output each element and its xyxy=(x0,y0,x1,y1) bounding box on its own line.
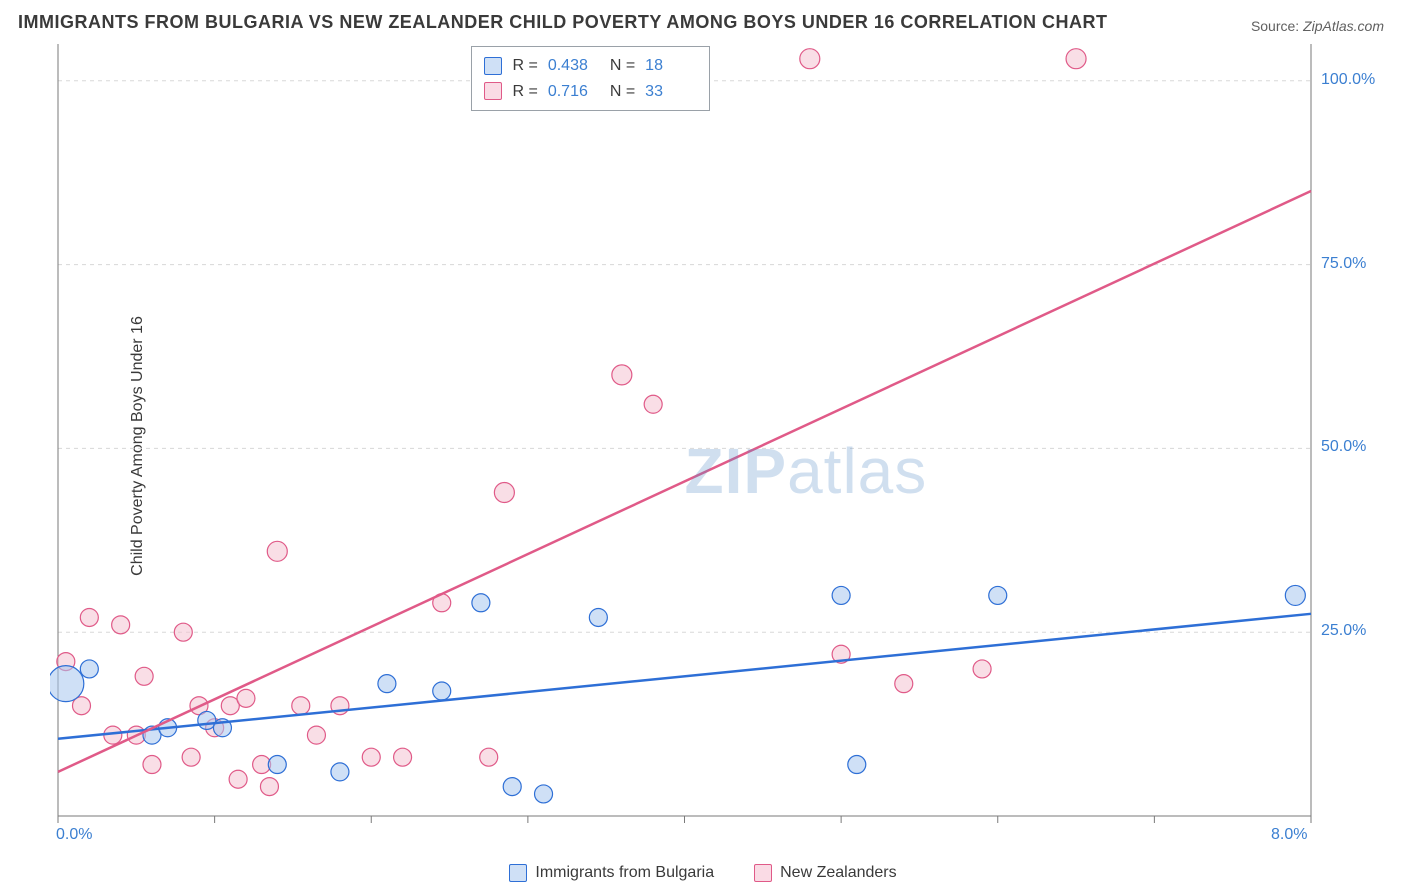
y-tick-label: 25.0% xyxy=(1321,622,1366,640)
x-axis-legend: Immigrants from Bulgaria New Zealanders xyxy=(0,864,1406,882)
stats-row-bulgaria: R = 0.438 N = 18 xyxy=(484,53,697,79)
legend-label-nz: New Zealanders xyxy=(780,864,897,882)
stat-n-label: N = xyxy=(610,79,635,105)
x-tick-label: 0.0% xyxy=(56,826,92,844)
legend-swatch-bulgaria xyxy=(509,864,527,882)
stats-row-nz: R = 0.716 N = 33 xyxy=(484,79,697,105)
chart-title: IMMIGRANTS FROM BULGARIA VS NEW ZEALANDE… xyxy=(18,12,1108,33)
stat-n-nz: 33 xyxy=(645,79,697,105)
x-tick-label: 8.0% xyxy=(1271,826,1307,844)
plot-area: ZIPatlas R = 0.438 N = 18 R = 0.716 N = … xyxy=(50,44,1386,844)
stat-n-label: N = xyxy=(610,53,635,79)
source-label: Source: xyxy=(1251,18,1299,34)
y-tick-label: 100.0% xyxy=(1321,71,1375,89)
stat-r-label: R = xyxy=(512,79,537,105)
source-value: ZipAtlas.com xyxy=(1303,18,1384,34)
legend-item-nz: New Zealanders xyxy=(754,864,897,882)
swatch-nz xyxy=(484,82,502,100)
stat-n-bulgaria: 18 xyxy=(645,53,697,79)
scatter-plot-svg xyxy=(50,44,1386,844)
source-attribution: Source: ZipAtlas.com xyxy=(1251,18,1384,34)
legend-swatch-nz xyxy=(754,864,772,882)
legend-item-bulgaria: Immigrants from Bulgaria xyxy=(509,864,714,882)
stat-r-bulgaria: 0.438 xyxy=(548,53,600,79)
y-tick-label: 75.0% xyxy=(1321,255,1366,273)
legend-label-bulgaria: Immigrants from Bulgaria xyxy=(535,864,714,882)
stat-r-nz: 0.716 xyxy=(548,79,600,105)
stats-legend: R = 0.438 N = 18 R = 0.716 N = 33 xyxy=(471,46,710,111)
y-tick-label: 50.0% xyxy=(1321,438,1366,456)
swatch-bulgaria xyxy=(484,57,502,75)
stat-r-label: R = xyxy=(512,53,537,79)
